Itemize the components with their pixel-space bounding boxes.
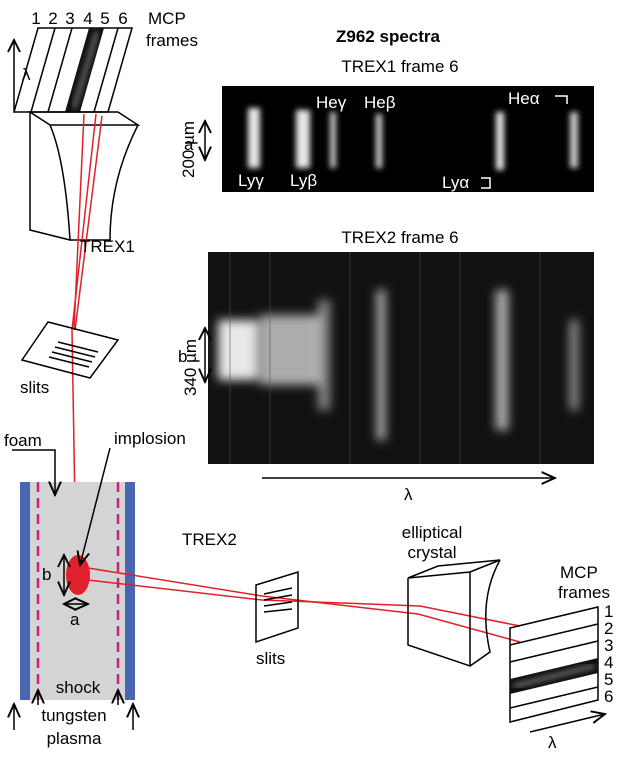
- frame-number: 1: [31, 9, 40, 28]
- ray: [88, 580, 520, 626]
- page: {"title":"Z962 spectra", "top_detector":…: [0, 0, 631, 753]
- ray: [88, 568, 520, 642]
- frame-number: 6: [118, 9, 127, 28]
- detector-label: frames: [558, 583, 610, 602]
- panel-title: TREX1 frame 6: [341, 57, 458, 76]
- figure: 1 2 3 4 5 6 MCP frames λ TREX1 slits: [0, 0, 631, 753]
- line-label: Lyβ: [290, 171, 317, 190]
- crystal-label: elliptical: [402, 523, 462, 542]
- trex2-label: TREX2: [182, 530, 237, 549]
- line-label: Heγ: [316, 93, 347, 112]
- scale-label: 340 µm: [181, 339, 200, 396]
- frame-number: 5: [100, 9, 109, 28]
- detector-label: MCP: [148, 9, 186, 28]
- foam-label: foam: [4, 431, 42, 450]
- shock-label: shock: [56, 678, 101, 697]
- detector-label: frames: [146, 31, 198, 50]
- slits: [256, 572, 298, 642]
- detector-label: MCP: [560, 563, 598, 582]
- lambda: λ: [404, 485, 413, 504]
- frame-number: 6: [604, 687, 613, 706]
- frame-number: 4: [83, 9, 92, 28]
- slits-label: slits: [256, 649, 285, 668]
- plasma-label: plasma: [47, 729, 102, 748]
- frame-number: 3: [65, 9, 74, 28]
- a-label: a: [70, 610, 80, 629]
- slits: [22, 322, 118, 378]
- figure-title: Z962 spectra: [336, 27, 440, 46]
- frame-number: 2: [48, 9, 57, 28]
- slits-label: slits: [20, 378, 49, 397]
- crystal-label: crystal: [407, 543, 456, 562]
- lambda: λ: [22, 65, 31, 84]
- b-label: b: [42, 565, 51, 584]
- trex1-label: TREX1: [80, 237, 135, 256]
- line-label: Heβ: [364, 93, 396, 112]
- line-label: Lyγ: [238, 171, 264, 190]
- top-detector: [14, 28, 132, 112]
- spectrum-image: [205, 252, 594, 478]
- tungsten-label: tungsten: [41, 706, 106, 725]
- implosion-label: implosion: [114, 429, 186, 448]
- bottom-detector: [510, 607, 605, 732]
- panel-title: TREX2 frame 6: [341, 228, 458, 247]
- line-label: Heα: [508, 89, 540, 108]
- lambda: λ: [548, 733, 557, 752]
- line-label: Lyα: [442, 173, 469, 192]
- scale-label: 200 µm: [179, 121, 198, 178]
